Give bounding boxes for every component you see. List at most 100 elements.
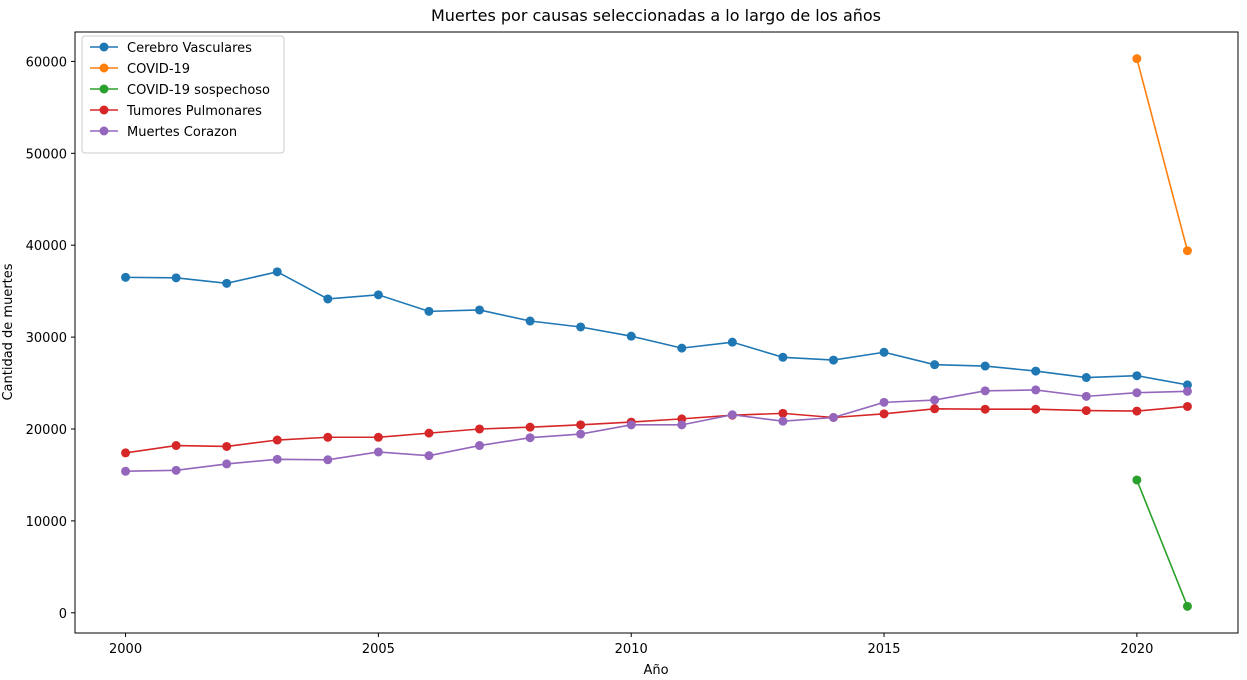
x-tick-label: 2010 xyxy=(615,642,648,657)
data-point-muertes-corazon xyxy=(828,413,838,423)
data-point-muertes-corazon xyxy=(1081,391,1091,401)
data-point-cerebro-vasculares xyxy=(1182,380,1192,390)
data-point-cerebro-vasculares xyxy=(475,305,485,315)
data-point-cerebro-vasculares xyxy=(373,290,383,300)
data-point-tumores-pulmonares xyxy=(1081,406,1091,416)
data-point-cerebro-vasculares xyxy=(778,352,788,362)
data-point-cerebro-vasculares xyxy=(1031,366,1041,376)
series-line-covid-19-sospechoso xyxy=(1136,479,1189,607)
x-tick-label: 2000 xyxy=(109,642,142,657)
data-point-cerebro-vasculares xyxy=(1132,371,1142,381)
data-point-cerebro-vasculares xyxy=(980,361,990,371)
data-point-cerebro-vasculares xyxy=(828,355,838,365)
y-axis-label: Cantidad de muertes xyxy=(1,263,16,400)
y-tick-label: 0 xyxy=(59,607,67,622)
legend-marker xyxy=(99,126,109,136)
data-point-cerebro-vasculares xyxy=(222,278,232,288)
series-tumores-pulmonares xyxy=(121,401,1192,458)
data-point-muertes-corazon xyxy=(475,441,485,451)
legend-label: Muertes Corazon xyxy=(127,125,237,140)
y-tick-label: 10000 xyxy=(26,515,67,530)
data-point-cerebro-vasculares xyxy=(576,322,586,332)
legend-label: Cerebro Vasculares xyxy=(127,41,252,56)
data-point-tumores-pulmonares xyxy=(879,409,889,419)
series-muertes-corazon xyxy=(121,385,1192,476)
data-point-muertes-corazon xyxy=(576,429,586,439)
x-tick-label: 2020 xyxy=(1120,642,1153,657)
legend-marker xyxy=(99,105,109,115)
legend-entry: COVID-19 sospechoso xyxy=(90,83,270,98)
data-point-covid-19-sospechoso xyxy=(1182,601,1192,611)
legend-entry: Tumores Pulmonares xyxy=(90,104,262,119)
data-point-muertes-corazon xyxy=(1031,385,1041,395)
legend-label: COVID-19 sospechoso xyxy=(127,83,270,98)
data-point-muertes-corazon xyxy=(980,386,990,396)
legend-label: COVID-19 xyxy=(127,62,190,77)
series-covid-19-sospechoso xyxy=(1132,475,1192,611)
data-point-cerebro-vasculares xyxy=(424,306,434,316)
data-point-tumores-pulmonares xyxy=(576,420,586,430)
y-tick-label: 60000 xyxy=(26,55,67,70)
data-point-covid-19 xyxy=(1182,246,1192,256)
data-point-muertes-corazon xyxy=(677,420,687,430)
chart-title: Muertes por causas seleccionadas a lo la… xyxy=(431,6,881,25)
data-point-tumores-pulmonares xyxy=(171,441,181,451)
data-point-tumores-pulmonares xyxy=(1031,404,1041,414)
y-tick-label: 40000 xyxy=(26,239,67,254)
x-axis: 2000 2005 2010 2015 2020 xyxy=(109,633,1153,657)
data-point-muertes-corazon xyxy=(272,454,282,464)
series-line-cerebro-vasculares xyxy=(125,271,1188,386)
data-point-tumores-pulmonares xyxy=(778,408,788,418)
data-point-covid-19-sospechoso xyxy=(1132,475,1142,485)
legend-marker xyxy=(99,84,109,94)
data-point-covid-19 xyxy=(1132,54,1142,64)
data-point-cerebro-vasculares xyxy=(626,331,636,341)
data-point-muertes-corazon xyxy=(626,420,636,430)
data-point-muertes-corazon xyxy=(222,459,232,469)
data-point-tumores-pulmonares xyxy=(222,441,232,451)
data-point-cerebro-vasculares xyxy=(525,316,535,326)
y-tick-label: 30000 xyxy=(26,331,67,346)
x-tick-label: 2005 xyxy=(362,642,395,657)
data-point-tumores-pulmonares xyxy=(272,435,282,445)
data-point-tumores-pulmonares xyxy=(121,448,131,458)
data-point-cerebro-vasculares xyxy=(171,273,181,283)
data-point-muertes-corazon xyxy=(727,410,737,420)
data-point-tumores-pulmonares xyxy=(373,432,383,442)
series-covid-19 xyxy=(1132,54,1192,256)
data-point-muertes-corazon xyxy=(1132,388,1142,398)
data-point-muertes-corazon xyxy=(525,433,535,443)
y-tick-label: 50000 xyxy=(26,147,67,162)
series-line-covid-19 xyxy=(1136,58,1189,251)
legend-entry: Cerebro Vasculares xyxy=(90,41,252,56)
data-point-cerebro-vasculares xyxy=(121,272,131,282)
data-point-cerebro-vasculares xyxy=(1081,373,1091,383)
data-point-muertes-corazon xyxy=(930,395,940,405)
series-layer xyxy=(121,54,1192,611)
series-cerebro-vasculares xyxy=(121,267,1192,390)
data-point-muertes-corazon xyxy=(171,465,181,475)
data-point-cerebro-vasculares xyxy=(677,343,687,353)
data-point-cerebro-vasculares xyxy=(930,360,940,370)
series-line-tumores-pulmonares xyxy=(125,405,1188,454)
y-tick-label: 20000 xyxy=(26,423,67,438)
x-tick-label: 2015 xyxy=(867,642,900,657)
x-axis-label: Año xyxy=(643,663,668,678)
data-point-muertes-corazon xyxy=(778,416,788,426)
data-point-muertes-corazon xyxy=(424,451,434,461)
data-point-muertes-corazon xyxy=(121,466,131,476)
data-point-muertes-corazon xyxy=(323,455,333,465)
y-axis: 0 10000 20000 30000 40000 50000 60000 xyxy=(26,55,75,622)
data-point-cerebro-vasculares xyxy=(272,267,282,277)
data-point-muertes-corazon xyxy=(1182,386,1192,396)
data-point-tumores-pulmonares xyxy=(475,424,485,434)
data-point-cerebro-vasculares xyxy=(323,294,333,304)
legend-marker xyxy=(99,63,109,73)
data-point-tumores-pulmonares xyxy=(424,428,434,438)
data-point-tumores-pulmonares xyxy=(323,432,333,442)
data-point-cerebro-vasculares xyxy=(727,337,737,347)
axes-frame xyxy=(74,31,1239,634)
data-point-cerebro-vasculares xyxy=(879,347,889,357)
legend: Cerebro Vasculares COVID-19 COVID-19 sospe… xyxy=(81,35,285,154)
